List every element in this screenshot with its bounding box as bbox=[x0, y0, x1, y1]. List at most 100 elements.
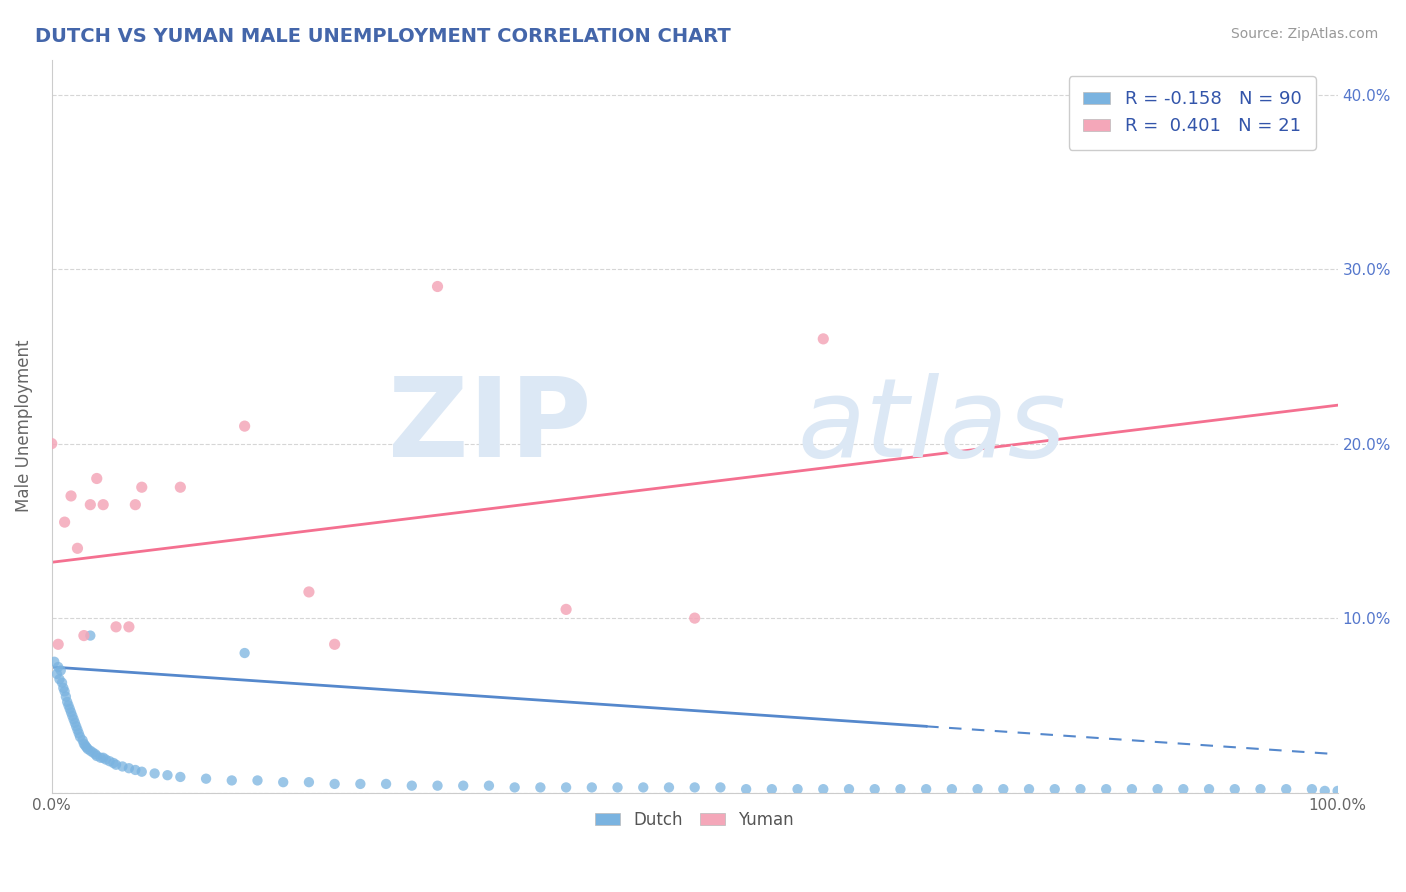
Point bbox=[53, 515, 76, 529]
Point bbox=[503, 780, 526, 795]
Point bbox=[91, 750, 114, 764]
Point bbox=[124, 763, 146, 777]
Point bbox=[941, 782, 963, 797]
Text: atlas: atlas bbox=[797, 373, 1066, 480]
Point bbox=[195, 772, 218, 786]
Point bbox=[105, 620, 128, 634]
Point bbox=[48, 672, 70, 686]
Point bbox=[55, 690, 77, 704]
Point bbox=[66, 723, 89, 737]
Point bbox=[761, 782, 783, 797]
Point bbox=[426, 779, 449, 793]
Point bbox=[90, 750, 112, 764]
Point bbox=[233, 646, 256, 660]
Point bbox=[60, 709, 83, 723]
Point bbox=[156, 768, 179, 782]
Point bbox=[915, 782, 938, 797]
Point bbox=[478, 779, 501, 793]
Point bbox=[131, 480, 153, 494]
Point bbox=[73, 737, 96, 751]
Point bbox=[298, 775, 321, 789]
Point bbox=[94, 752, 117, 766]
Point bbox=[62, 712, 84, 726]
Point bbox=[233, 419, 256, 434]
Point bbox=[76, 740, 98, 755]
Point bbox=[1301, 782, 1323, 797]
Point bbox=[1198, 782, 1220, 797]
Point bbox=[59, 702, 82, 716]
Point bbox=[52, 681, 75, 695]
Point bbox=[735, 782, 758, 797]
Point bbox=[105, 757, 128, 772]
Point bbox=[69, 730, 91, 744]
Point bbox=[529, 780, 551, 795]
Point bbox=[169, 480, 191, 494]
Point bbox=[63, 715, 86, 730]
Point bbox=[75, 739, 97, 753]
Point bbox=[118, 620, 141, 634]
Point bbox=[246, 773, 269, 788]
Point bbox=[41, 436, 63, 450]
Point bbox=[124, 498, 146, 512]
Point bbox=[118, 761, 141, 775]
Point bbox=[60, 489, 83, 503]
Point bbox=[143, 766, 166, 780]
Point bbox=[86, 749, 108, 764]
Point bbox=[966, 782, 988, 797]
Point bbox=[46, 660, 69, 674]
Point bbox=[1069, 782, 1091, 797]
Point bbox=[993, 782, 1015, 797]
Point bbox=[889, 782, 911, 797]
Point bbox=[323, 777, 346, 791]
Point bbox=[1121, 782, 1143, 797]
Legend: Dutch, Yuman: Dutch, Yuman bbox=[589, 805, 800, 836]
Point bbox=[67, 726, 90, 740]
Point bbox=[60, 706, 83, 720]
Point bbox=[66, 541, 89, 556]
Point bbox=[426, 279, 449, 293]
Point bbox=[79, 629, 101, 643]
Point bbox=[683, 780, 706, 795]
Point bbox=[555, 602, 578, 616]
Point bbox=[49, 664, 72, 678]
Point bbox=[221, 773, 243, 788]
Point bbox=[131, 764, 153, 779]
Point bbox=[633, 780, 655, 795]
Point bbox=[1146, 782, 1168, 797]
Point bbox=[53, 684, 76, 698]
Point bbox=[709, 780, 731, 795]
Y-axis label: Male Unemployment: Male Unemployment bbox=[15, 340, 32, 512]
Point bbox=[606, 780, 628, 795]
Point bbox=[1250, 782, 1272, 797]
Text: Source: ZipAtlas.com: Source: ZipAtlas.com bbox=[1230, 27, 1378, 41]
Point bbox=[298, 585, 321, 599]
Text: DUTCH VS YUMAN MALE UNEMPLOYMENT CORRELATION CHART: DUTCH VS YUMAN MALE UNEMPLOYMENT CORRELA… bbox=[35, 27, 731, 45]
Point bbox=[76, 742, 98, 756]
Point bbox=[1223, 782, 1246, 797]
Point bbox=[65, 719, 87, 733]
Point bbox=[271, 775, 294, 789]
Text: ZIP: ZIP bbox=[388, 373, 592, 480]
Point bbox=[73, 629, 96, 643]
Point bbox=[813, 782, 835, 797]
Point bbox=[375, 777, 398, 791]
Point bbox=[103, 756, 125, 770]
Point bbox=[82, 746, 104, 760]
Point bbox=[1275, 782, 1298, 797]
Point bbox=[56, 695, 79, 709]
Point bbox=[451, 779, 474, 793]
Point bbox=[813, 332, 835, 346]
Point bbox=[581, 780, 603, 795]
Point bbox=[84, 747, 107, 762]
Point bbox=[1326, 784, 1348, 798]
Point bbox=[349, 777, 371, 791]
Point bbox=[401, 779, 423, 793]
Point bbox=[98, 754, 121, 768]
Point bbox=[79, 498, 101, 512]
Point bbox=[863, 782, 886, 797]
Point bbox=[1095, 782, 1118, 797]
Point bbox=[72, 733, 94, 747]
Point bbox=[1018, 782, 1040, 797]
Point bbox=[683, 611, 706, 625]
Point bbox=[91, 498, 114, 512]
